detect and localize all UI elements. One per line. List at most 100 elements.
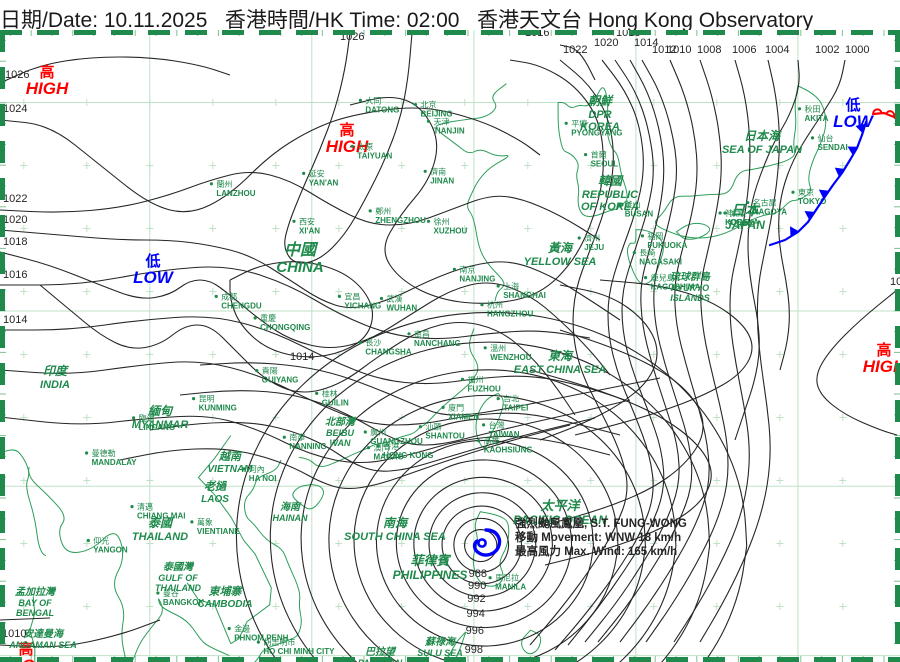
svg-text:YICHANG: YICHANG [344,301,381,310]
svg-text:印度: 印度 [43,364,69,378]
svg-text:萬象: 萬象 [197,517,213,527]
svg-text:中國: 中國 [284,241,319,259]
svg-text:1016: 1016 [3,269,27,281]
svg-text:YELLOW SEA: YELLOW SEA [524,256,597,268]
svg-text:貴陽: 貴陽 [262,366,278,376]
svg-text:SHANTOU: SHANTOU [425,432,465,441]
svg-text:KUNMING: KUNMING [199,404,237,413]
svg-text:杭州: 杭州 [487,300,503,310]
svg-text:NAGASAKI: NAGASAKI [639,258,682,267]
svg-text:WUHAN: WUHAN [387,304,418,313]
svg-text:南京: 南京 [459,264,475,274]
svg-text:北京: 北京 [421,100,437,110]
svg-text:馬尼拉: 馬尼拉 [495,573,519,583]
svg-text:TAIWAN: TAIWAN [489,430,520,439]
svg-text:延安: 延安 [309,168,325,178]
svg-text:MANILA: MANILA [495,583,526,592]
svg-text:移動 Movement: WNW 18 km/h: 移動 Movement: WNW 18 km/h [515,530,681,544]
svg-text:DATONG: DATONG [365,105,399,114]
svg-text:ISLANDS: ISLANDS [670,293,710,303]
svg-text:琉球群島: 琉球群島 [670,271,711,283]
svg-text:996: 996 [466,625,484,637]
svg-text:DPR: DPR [588,109,611,121]
svg-text:日本海: 日本海 [744,129,782,143]
svg-text:1000: 1000 [845,44,869,56]
svg-text:CHIANG MAI: CHIANG MAI [137,512,185,521]
svg-text:重慶: 重慶 [260,313,276,323]
svg-text:香港: 香港 [383,441,399,451]
svg-text:YANGON: YANGON [93,546,128,555]
svg-text:東京: 東京 [798,187,814,197]
svg-text:孟加拉灣: 孟加拉灣 [15,586,57,598]
svg-text:1002: 1002 [815,44,839,56]
svg-text:TAIYUAN: TAIYUAN [357,151,392,160]
svg-text:JEJU: JEJU [584,243,604,252]
svg-text:PYONGYANG: PYONGYANG [571,128,622,137]
svg-text:VIENTIANE: VIENTIANE [197,527,240,536]
svg-text:CHONGQING: CHONGQING [260,323,310,332]
svg-text:泰國灣: 泰國灣 [163,561,195,573]
svg-text:桂林: 桂林 [322,388,338,398]
svg-text:徐州: 徐州 [434,216,450,226]
svg-text:越南: 越南 [218,450,243,463]
svg-text:濟州: 濟州 [584,233,600,243]
svg-text:1026: 1026 [5,69,29,81]
svg-text:成都: 成都 [221,291,237,301]
svg-text:首爾: 首爾 [591,150,607,160]
svg-text:LOW: LOW [133,268,175,287]
svg-text:TAIPEI: TAIPEI [503,404,528,413]
svg-text:INDIA: INDIA [40,379,70,391]
svg-text:1010: 1010 [2,628,26,640]
svg-text:1006: 1006 [732,44,756,56]
svg-text:昆明: 昆明 [199,395,215,404]
svg-text:曼谷: 曼谷 [163,589,179,598]
svg-text:1004: 1004 [765,44,789,56]
svg-text:河內: 河內 [249,464,265,474]
svg-text:LAOS: LAOS [201,494,229,505]
svg-text:SHANGHAI: SHANGHAI [503,291,546,300]
svg-text:武漢: 武漢 [387,294,403,304]
svg-text:CHANGSHA: CHANGSHA [365,348,411,357]
svg-text:HA NOI: HA NOI [249,474,277,483]
svg-text:ZHENGZHOU: ZHENGZHOU [375,216,426,225]
svg-text:SEA OF JAPAN: SEA OF JAPAN [722,144,803,156]
svg-text:MANDALAY: MANDALAY [92,458,138,467]
svg-text:韓國: 韓國 [598,174,624,188]
svg-text:安達曼海: 安達曼海 [23,628,65,640]
svg-text:994: 994 [467,608,485,620]
svg-text:上海: 上海 [503,281,519,291]
svg-text:SOUTH CHINA SEA: SOUTH CHINA SEA [344,531,446,543]
svg-text:1022: 1022 [3,193,27,205]
svg-text:OSAKA: OSAKA [730,218,759,227]
svg-text:NAGOYA: NAGOYA [753,208,788,217]
svg-text:長沙: 長沙 [365,339,381,348]
svg-text:台北: 台北 [503,394,519,404]
svg-text:臨滄: 臨滄 [139,413,155,423]
svg-text:長崎: 長崎 [639,248,655,258]
svg-text:蘇祿海: 蘇祿海 [424,636,457,648]
svg-text:巴拉望: 巴拉望 [365,646,397,658]
svg-text:大阪: 大阪 [730,208,746,218]
svg-text:THAILAND: THAILAND [132,531,188,543]
svg-text:SEOUL: SEOUL [591,160,619,169]
svg-text:東海: 東海 [548,349,574,363]
svg-text:1018: 1018 [3,236,27,248]
svg-text:CHINA: CHINA [276,259,324,276]
svg-text:HAINAN: HAINAN [273,513,308,523]
svg-text:南海: 南海 [383,516,409,530]
svg-text:廈門: 廈門 [448,402,464,412]
svg-text:天津: 天津 [434,116,450,126]
svg-text:胡志明市: 胡志明市 [263,637,295,647]
svg-text:南寧: 南寧 [289,432,305,442]
svg-text:福岡: 福岡 [647,232,663,241]
svg-text:BUSAN: BUSAN [625,210,654,219]
svg-text:JINAN: JINAN [430,176,454,185]
svg-text:1022: 1022 [563,44,587,56]
svg-text:LINCANG: LINCANG [139,423,175,432]
svg-text:1024: 1024 [3,103,27,115]
svg-text:YAN'AN: YAN'AN [309,178,339,187]
svg-text:TIANJIN: TIANJIN [434,126,465,135]
svg-text:XIAMEN: XIAMEN [448,412,479,421]
svg-text:溫州: 溫州 [490,344,506,353]
svg-text:強烈颱風鳳凰, S.T. FUNG-WONG: 強烈颱風鳳凰, S.T. FUNG-WONG [515,516,687,530]
